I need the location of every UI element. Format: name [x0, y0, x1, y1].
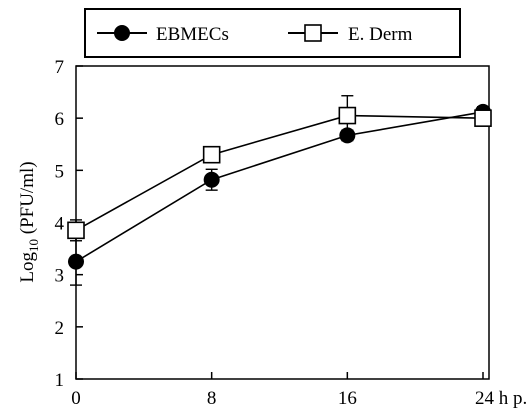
y-tick-label: 6 [55, 109, 65, 130]
y-tick-label: 3 [55, 266, 65, 287]
legend: EBMECs E. Derm [84, 8, 461, 58]
series-line-e-derm [75, 114, 484, 232]
plot-frame [75, 65, 490, 380]
data-point-e-derm [474, 109, 492, 127]
y-tick-label: 7 [55, 57, 65, 78]
data-point-ebmecs [203, 171, 220, 188]
legend-frame [84, 8, 461, 58]
y-tick-label: 2 [55, 318, 65, 339]
x-axis: 0 8 16 24 h p.i. [71, 372, 526, 409]
y-axis: 1 2 3 4 5 6 7 [55, 57, 83, 391]
y-tick-label: 4 [55, 214, 65, 235]
x-tick-label: 0 [71, 388, 81, 409]
legend-marker-ederm [304, 24, 322, 42]
legend-label-ebmecs: EBMECs [156, 24, 229, 45]
series-line-ebmecs [75, 111, 484, 263]
legend-item-ebmecs: EBMECs [97, 24, 229, 45]
x-tick-label: 8 [207, 388, 217, 409]
y-tick-label: 5 [55, 161, 65, 182]
data-point-e-derm [202, 145, 221, 164]
legend-item-ederm: E. Derm [288, 24, 413, 45]
y-axis-label-subscript: 10 [26, 239, 41, 252]
data-point-ebmecs [68, 253, 84, 270]
y-axis-label-main: Log [17, 252, 38, 283]
x-tick-label: 24 h p.i. [475, 388, 526, 409]
y-tick-label: 1 [55, 370, 65, 391]
data-point-e-derm [67, 221, 85, 240]
series-ebmecs [68, 103, 491, 286]
series-e-derm [67, 95, 492, 242]
series-layer [67, 95, 492, 286]
x-tick-label: 16 [338, 388, 357, 409]
y-axis-label: Log10 (PFU/ml) [17, 161, 41, 282]
data-point-e-derm [338, 106, 357, 125]
y-axis-label-unit: (PFU/ml) [17, 161, 38, 239]
legend-marker-ebmecs [114, 25, 130, 41]
legend-label-ederm: E. Derm [348, 24, 413, 45]
